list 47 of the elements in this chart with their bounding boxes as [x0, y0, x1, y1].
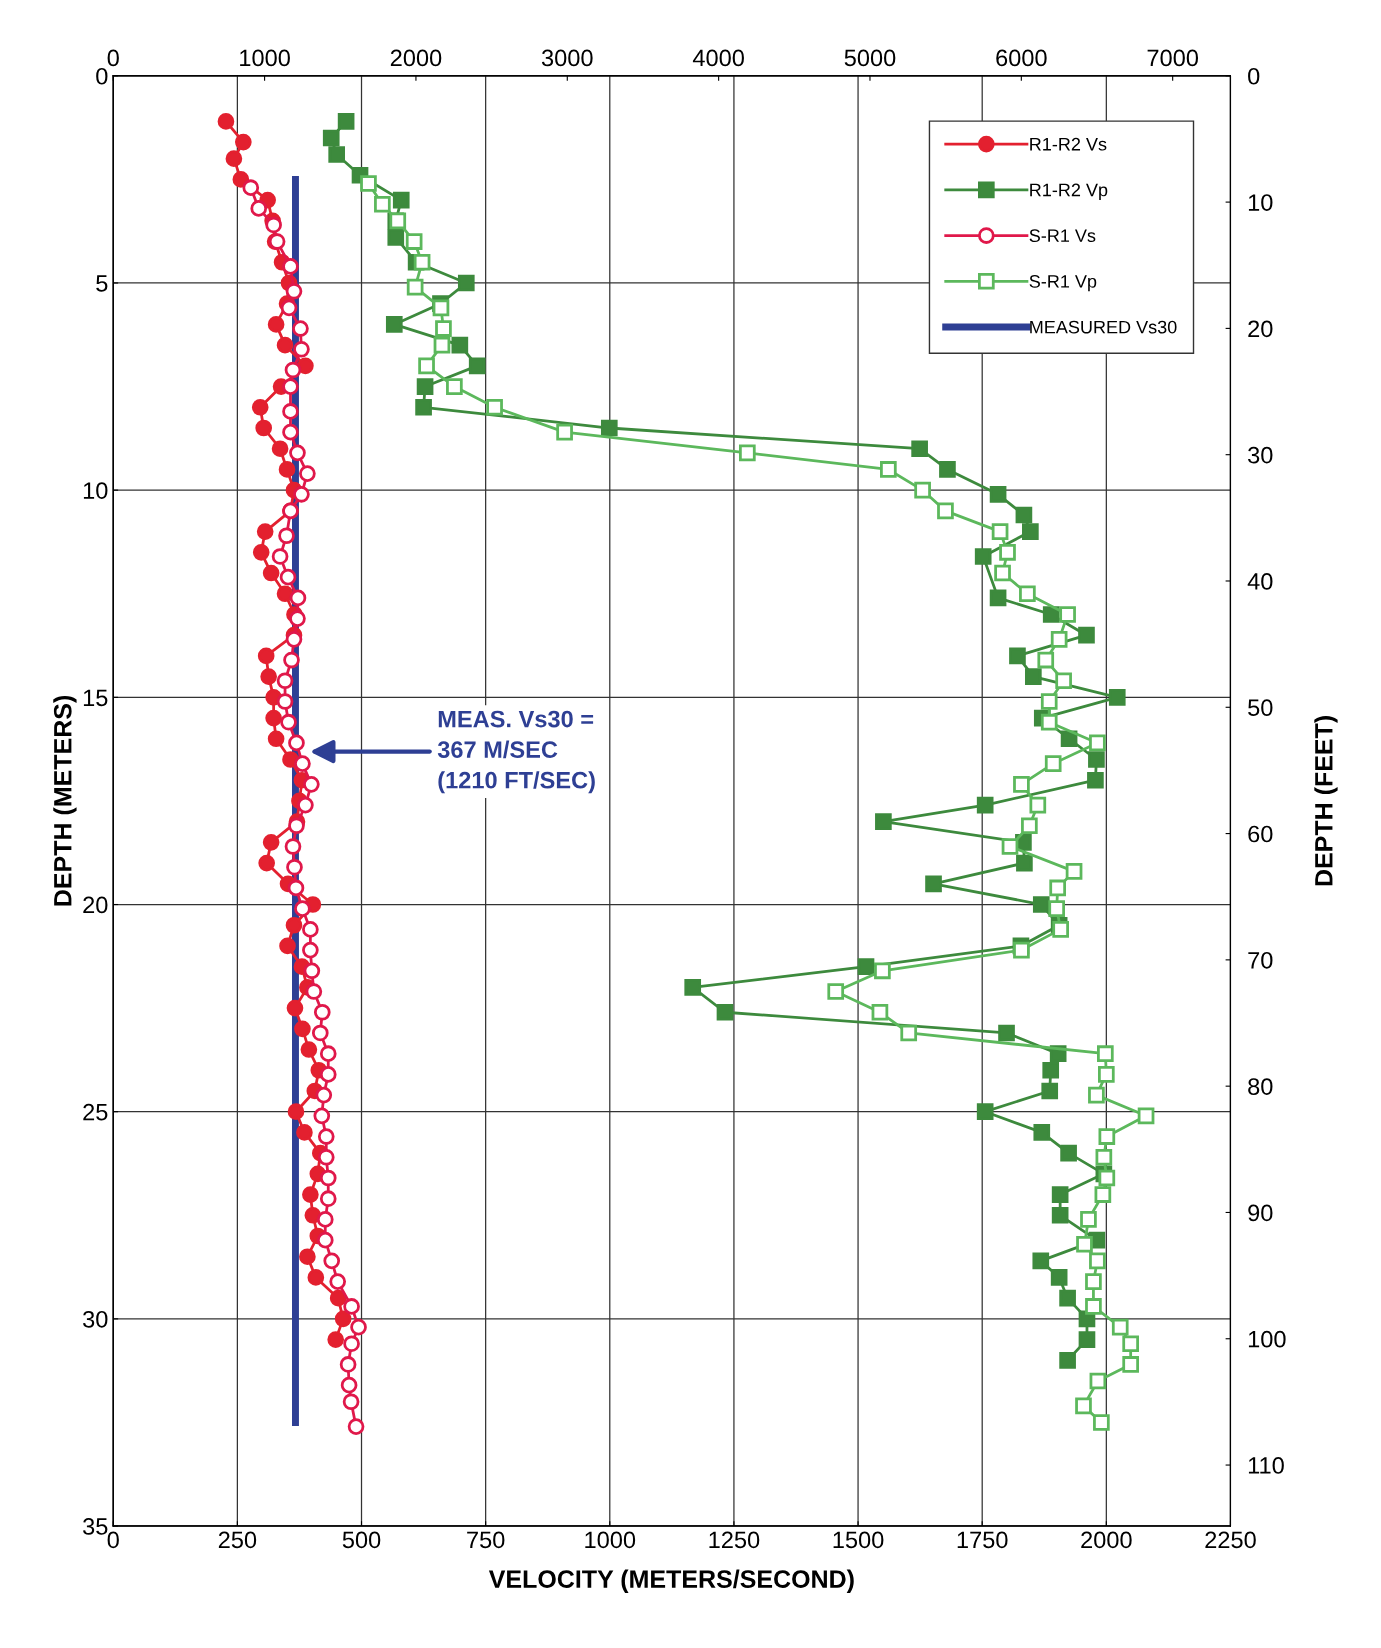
x-tick-label: 0: [107, 1531, 119, 1549]
y-axis-title: DEPTH (METERS): [53, 695, 77, 906]
legend-label: R1-R2 Vs: [1030, 137, 1107, 151]
x2-tick-label: 7000: [1147, 49, 1199, 67]
x-tick-label: 1500: [833, 1531, 884, 1549]
y-tick-label: 15: [83, 689, 108, 707]
y-tick-label: 25: [83, 1103, 108, 1121]
y-tick-label: 20: [83, 896, 108, 914]
y2-tick-label: 80: [1248, 1078, 1273, 1095]
x2-tick-label: 1000: [240, 49, 290, 67]
x-tick-label: 1000: [585, 1531, 636, 1549]
legend-label: R1-R2 Vp: [1030, 183, 1108, 200]
x-tick-label: 500: [342, 1531, 381, 1549]
y-tick-label: 35: [83, 1518, 108, 1535]
x2-tick-label: 6000: [996, 49, 1047, 67]
y2-tick-label: 90: [1248, 1204, 1273, 1222]
y2-tick-label: 110: [1248, 1457, 1284, 1474]
x-tick-label: 1750: [957, 1531, 1008, 1549]
legend-label: MEASURED Vs30: [1030, 320, 1177, 334]
y2-tick-label: 20: [1248, 320, 1273, 338]
x2-tick-label: 3000: [541, 49, 593, 67]
y2-axis-title: DEPTH (FEET): [1314, 716, 1338, 886]
y2-tick-label: 70: [1248, 951, 1273, 969]
legend-label: S-R1 Vp: [1029, 274, 1097, 292]
x-tick-label: 1250: [709, 1531, 760, 1549]
y-tick-label: 30: [83, 1310, 108, 1328]
y2-tick-label: 10: [1248, 194, 1273, 211]
legend-label: S-R1 Vs: [1029, 229, 1096, 243]
y-tick-label: 0: [96, 67, 108, 85]
x2-tick-label: 5000: [844, 49, 896, 67]
y-tick-label: 10: [83, 482, 108, 499]
annotation: MEAS. Vs30 = 367 M/SEC (1210 FT/SEC): [437, 710, 595, 794]
y2-tick-label: 100: [1248, 1330, 1286, 1348]
y2-tick-label: 40: [1247, 573, 1273, 590]
y2-tick-label: 30: [1248, 446, 1273, 464]
x2-tick-label: 4000: [692, 49, 744, 67]
x2-tick-label: 2000: [390, 49, 442, 67]
x-axis-title: VELOCITY (METERS/SECOND): [488, 1569, 854, 1593]
x2-tick-label: 0: [107, 49, 119, 67]
y-tick-label: 5: [96, 275, 108, 292]
x-tick-label: 250: [218, 1531, 257, 1549]
x-tick-label: 750: [467, 1531, 505, 1549]
x-tick-label: 2000: [1081, 1531, 1132, 1549]
x-tick-label: 2250: [1205, 1531, 1256, 1549]
y2-tick-label: 60: [1248, 825, 1273, 843]
y2-tick-label: 0: [1248, 67, 1260, 85]
y2-tick-label: 50: [1248, 699, 1273, 717]
